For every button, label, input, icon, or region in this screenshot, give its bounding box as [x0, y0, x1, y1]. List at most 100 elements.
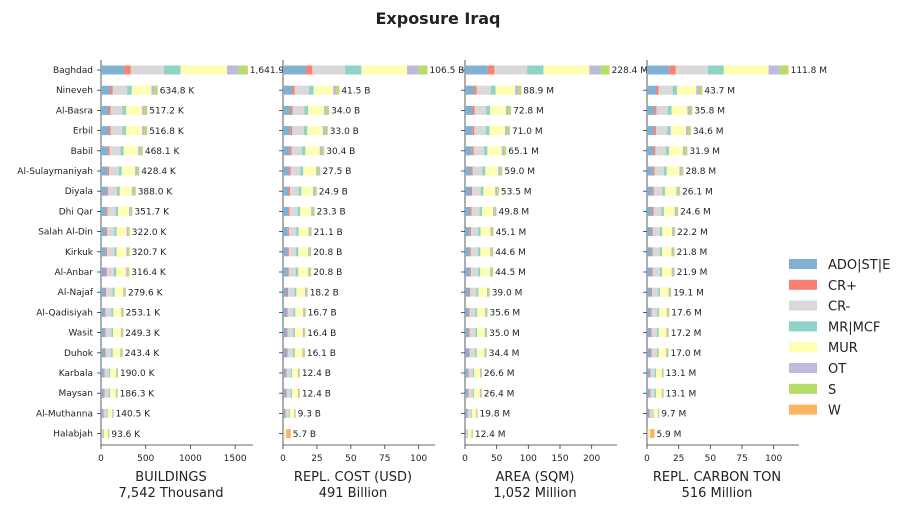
x-tick-label: 100	[410, 454, 427, 464]
bar-segment	[490, 227, 492, 236]
bar-segment	[653, 167, 655, 176]
bar-segment	[304, 328, 305, 337]
bar-segment	[651, 247, 652, 256]
bar-segment	[477, 308, 485, 317]
bar-segment	[108, 106, 110, 115]
bar-segment	[661, 207, 664, 216]
bar-segment	[654, 106, 656, 115]
bar-segment	[131, 66, 164, 75]
bar-segment	[110, 86, 113, 95]
bar-segment	[470, 308, 476, 317]
bar-segment	[155, 86, 158, 95]
bar-segment	[295, 308, 303, 317]
bar-segment	[498, 167, 500, 176]
bar-segment	[325, 126, 327, 135]
bar-segment	[116, 389, 117, 398]
bar-segment	[283, 369, 286, 378]
bar-segment	[647, 288, 651, 297]
bar-segment	[126, 268, 128, 277]
bar-segment	[488, 288, 489, 297]
y-tick-label: Al-Sulaymaniyah	[17, 167, 93, 177]
bar-value-label: 279.6 K	[128, 288, 164, 298]
y-tick-label: Kirkuk	[65, 248, 94, 258]
bar-segment	[124, 146, 139, 155]
legend-swatch	[789, 405, 817, 415]
legend-swatch	[789, 280, 817, 290]
legend-item: ADO|ST|E	[789, 258, 890, 273]
bar-segment	[323, 126, 326, 135]
bar-segment	[493, 207, 495, 216]
bar-segment	[111, 126, 123, 135]
bar-segment	[659, 86, 673, 95]
bar-segment	[110, 146, 121, 155]
bar-segment	[489, 126, 505, 135]
bar-segment	[484, 348, 485, 357]
bar-value-label: 21.9 M	[677, 268, 708, 278]
bar-segment	[287, 288, 288, 297]
bar-segment	[494, 66, 527, 75]
bar-segment	[291, 369, 292, 378]
bar-segment	[476, 288, 478, 297]
bar-segment	[113, 288, 115, 297]
bar-segment	[647, 227, 652, 236]
bar-segment	[469, 328, 470, 337]
bar-segment	[651, 268, 652, 277]
bar-segment	[492, 268, 493, 277]
bar-segment	[306, 66, 313, 75]
bar-segment	[668, 328, 669, 337]
bar-segment	[104, 429, 108, 438]
bar-segment	[295, 86, 309, 95]
bar-segment	[677, 86, 696, 95]
bar-segment	[128, 268, 129, 277]
bar-segment	[477, 348, 485, 357]
bar-segment	[651, 328, 652, 337]
bar-value-label: 24.6 M	[680, 208, 711, 218]
bar-segment	[287, 389, 291, 398]
bar-segment	[647, 126, 654, 135]
bar-segment	[308, 227, 310, 236]
legend-swatch	[789, 342, 817, 352]
bar-segment	[303, 167, 316, 176]
bar-value-label: 43.7 M	[704, 86, 735, 96]
bar-segment	[101, 288, 105, 297]
bar-segment	[104, 389, 108, 398]
bar-segment	[106, 328, 112, 337]
bar-segment	[672, 227, 674, 236]
bar-value-label: 17.2 M	[671, 329, 702, 339]
bar-value-label: 243.4 K	[125, 349, 161, 359]
bar-segment	[286, 369, 287, 378]
bar-segment	[296, 247, 298, 256]
bar-segment	[292, 146, 302, 155]
bar-segment	[288, 207, 289, 216]
bar-segment	[666, 146, 669, 155]
bar-segment	[474, 86, 477, 95]
bar-segment	[111, 348, 113, 357]
bar-segment	[113, 86, 127, 95]
bar-segment	[314, 86, 334, 95]
bar-segment	[465, 66, 488, 75]
bar-segment	[665, 187, 676, 196]
bar-segment	[478, 247, 480, 256]
bar-segment	[655, 369, 656, 378]
bar-segment	[495, 187, 497, 196]
bar-segment	[653, 268, 660, 277]
bar-segment	[303, 328, 304, 337]
bar-segment	[315, 187, 317, 196]
bar-segment	[662, 247, 672, 256]
bar-segment	[470, 328, 476, 337]
bar-segment	[127, 247, 129, 256]
x-tick-label: 50	[345, 454, 357, 464]
legend-item: OT	[789, 362, 846, 377]
bar-segment	[101, 409, 103, 418]
bar-value-label: 111.8 M	[791, 66, 827, 76]
bar-segment	[491, 86, 496, 95]
bar-segment	[472, 146, 474, 155]
bar-segment	[286, 429, 290, 438]
bar-segment	[465, 126, 472, 135]
bar-segment	[324, 106, 327, 115]
bar-segment	[468, 389, 469, 398]
legend-item: MUR	[789, 341, 858, 356]
bar-value-label: 71.0 M	[512, 127, 543, 137]
bar-segment	[469, 348, 470, 357]
bar-segment	[656, 369, 662, 378]
